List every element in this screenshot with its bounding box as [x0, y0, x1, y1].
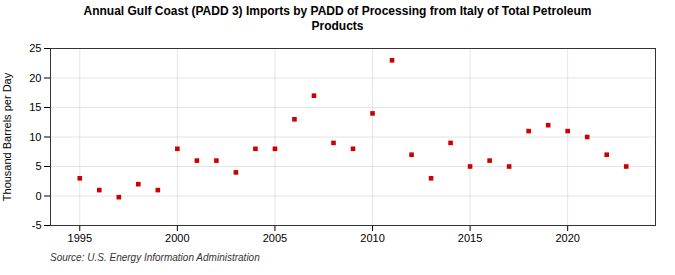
svg-text:5: 5 [35, 160, 41, 172]
html-text:Source: U.S. Energy Informatio: Source: U.S. Energy Information Administ… [50, 252, 260, 263]
svg-text:2020: 2020 [555, 232, 579, 244]
svg-text:25: 25 [29, 42, 41, 54]
svg-text:-5: -5 [32, 219, 42, 231]
html-text:Annual Gulf Coast (PADD 3) Imp: Annual Gulf Coast (PADD 3) Imports by PA… [83, 4, 592, 18]
svg-text:0: 0 [35, 190, 41, 202]
svg-text:15: 15 [29, 101, 41, 113]
svg-text:2000: 2000 [165, 232, 189, 244]
svg-text:Thousand Barrels per Day: Thousand Barrels per Day [1, 72, 13, 201]
html-text:Products: Products [311, 19, 364, 33]
svg-text:2005: 2005 [263, 232, 287, 244]
svg-text:10: 10 [29, 131, 41, 143]
svg-text:2010: 2010 [360, 232, 384, 244]
svg-text:2015: 2015 [458, 232, 482, 244]
svg-text:20: 20 [29, 72, 41, 84]
svg-text:1995: 1995 [68, 232, 92, 244]
